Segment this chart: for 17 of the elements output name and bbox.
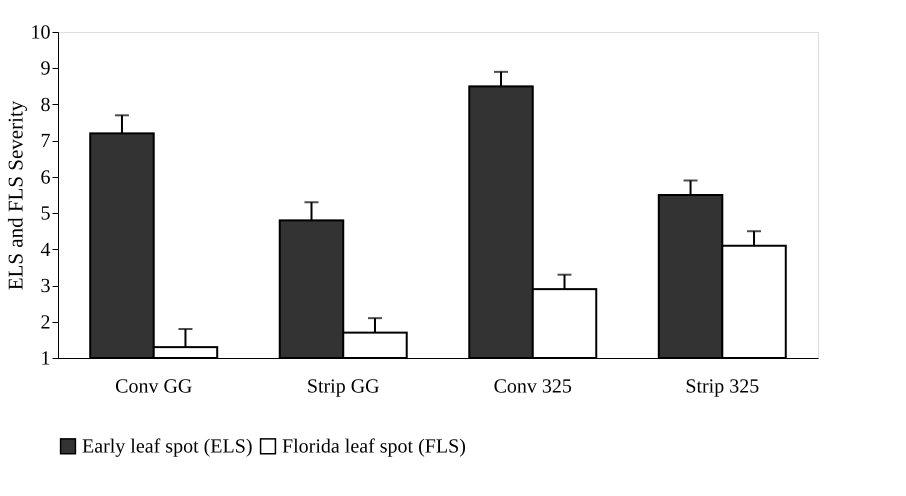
y-tick-label: 6 — [40, 166, 50, 188]
legend-label: Early leaf spot (ELS) — [82, 435, 252, 458]
y-tick-label: 9 — [40, 58, 50, 80]
y-tick-label: 2 — [40, 311, 50, 334]
legend-label: Florida leaf spot (FLS) — [282, 435, 466, 458]
y-tick-label: 10 — [30, 22, 50, 44]
x-tick-label: Strip 325 — [685, 376, 760, 398]
y-tick-label: 1 — [40, 348, 50, 370]
y-tick-label: 8 — [40, 94, 50, 116]
y-tick-label: 4 — [40, 238, 50, 261]
y-axis-title: ELS and FLS Severity — [4, 100, 28, 290]
x-tick-label: Conv 325 — [494, 376, 572, 398]
x-tick-label: Strip GG — [306, 376, 380, 398]
y-tick-label: 3 — [40, 275, 50, 298]
x-tick-label: Conv GG — [115, 376, 192, 398]
y-tick-label: 7 — [40, 130, 50, 152]
y-tick-label: 5 — [40, 202, 50, 225]
